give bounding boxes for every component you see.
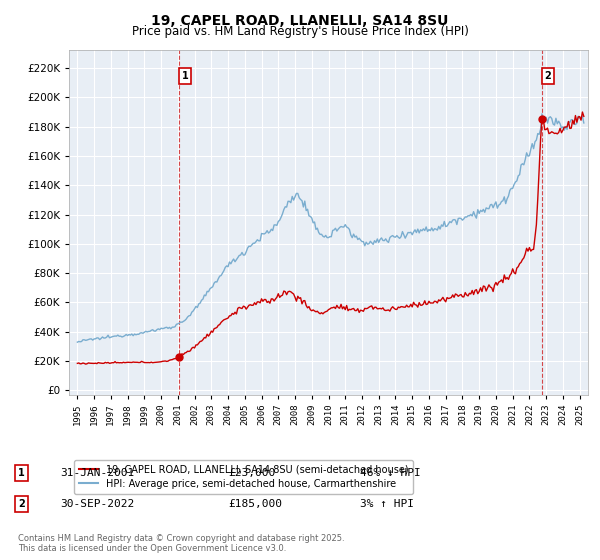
Legend: 19, CAPEL ROAD, LLANELLI, SA14 8SU (semi-detached house), HPI: Average price, se: 19, CAPEL ROAD, LLANELLI, SA14 8SU (semi… — [74, 460, 413, 493]
Text: 30-SEP-2022: 30-SEP-2022 — [60, 499, 134, 509]
Text: 1: 1 — [18, 468, 25, 478]
Text: 19, CAPEL ROAD, LLANELLI, SA14 8SU: 19, CAPEL ROAD, LLANELLI, SA14 8SU — [151, 14, 449, 28]
Text: 1: 1 — [182, 71, 188, 81]
Text: Price paid vs. HM Land Registry's House Price Index (HPI): Price paid vs. HM Land Registry's House … — [131, 25, 469, 38]
Text: £23,000: £23,000 — [228, 468, 275, 478]
Text: Contains HM Land Registry data © Crown copyright and database right 2025.
This d: Contains HM Land Registry data © Crown c… — [18, 534, 344, 553]
Text: 3% ↑ HPI: 3% ↑ HPI — [360, 499, 414, 509]
Text: 2: 2 — [544, 71, 551, 81]
Text: 31-JAN-2001: 31-JAN-2001 — [60, 468, 134, 478]
Text: £185,000: £185,000 — [228, 499, 282, 509]
Text: 46% ↓ HPI: 46% ↓ HPI — [360, 468, 421, 478]
Text: 2: 2 — [18, 499, 25, 509]
